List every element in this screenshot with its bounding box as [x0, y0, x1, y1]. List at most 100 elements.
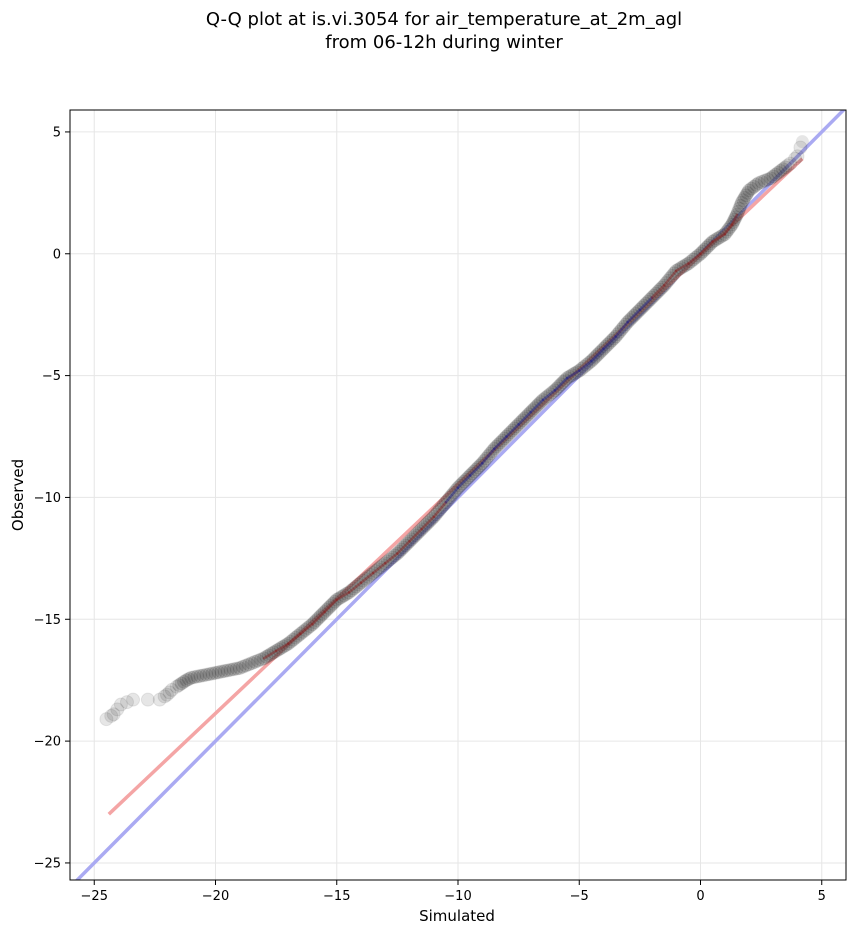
overlay-segment	[662, 269, 678, 287]
overlay-segment	[456, 474, 472, 489]
data-point	[106, 707, 121, 722]
data-point	[467, 464, 482, 479]
data-point	[152, 692, 167, 707]
data-point	[179, 673, 194, 688]
data-point	[184, 670, 199, 685]
data-point	[400, 536, 415, 551]
data-point	[339, 586, 354, 601]
data-point	[402, 534, 417, 549]
data-point	[220, 663, 235, 678]
data-point	[552, 379, 567, 394]
data-point	[187, 670, 202, 685]
data-point	[550, 381, 565, 396]
data-point	[505, 423, 520, 438]
data-point	[556, 375, 571, 390]
data-point	[205, 666, 220, 681]
overlay-segment	[359, 571, 375, 584]
data-point	[378, 556, 393, 571]
data-point	[434, 500, 449, 515]
data-point	[523, 405, 538, 420]
data-point	[501, 427, 516, 442]
data-point	[459, 472, 474, 487]
data-point	[507, 421, 522, 436]
data-point	[404, 532, 419, 547]
data-point	[99, 712, 114, 727]
data-point	[517, 411, 532, 426]
y-axis-label: Observed	[9, 459, 27, 531]
data-point	[202, 667, 217, 682]
data-point	[344, 583, 359, 598]
data-point	[396, 540, 411, 555]
data-point	[257, 651, 271, 666]
overlay-segment	[590, 347, 605, 363]
data-point	[733, 198, 748, 213]
data-point	[380, 554, 395, 569]
data-point	[651, 284, 666, 299]
data-point	[235, 659, 250, 674]
data-point	[351, 577, 366, 592]
data-point	[181, 671, 196, 686]
data-point	[749, 177, 764, 192]
data-point	[693, 246, 708, 261]
data-point	[286, 632, 301, 647]
overlay-segment	[565, 369, 581, 380]
center-overlay	[262, 213, 739, 660]
data-point	[628, 306, 643, 321]
data-point	[688, 250, 703, 265]
data-point	[438, 495, 453, 510]
data-point	[307, 615, 322, 630]
overlay-segment	[517, 410, 532, 426]
data-point	[334, 589, 349, 604]
overlay-segment	[541, 388, 557, 402]
data-point	[790, 149, 805, 164]
data-point	[712, 230, 727, 245]
data-point	[676, 259, 691, 274]
data-point	[370, 562, 385, 577]
data-point	[695, 244, 710, 259]
data-point	[618, 317, 633, 332]
data-point	[346, 581, 361, 596]
data-point	[645, 290, 659, 305]
data-point	[527, 401, 542, 416]
data-point	[162, 685, 177, 700]
data-point	[446, 485, 461, 500]
data-point	[509, 419, 524, 434]
data-point	[721, 222, 736, 237]
overlay-segment	[699, 240, 714, 256]
x-ticks: −25 −20 −15 −10 −5 0 5	[81, 880, 826, 904]
data-point	[463, 468, 478, 483]
overlay-segment	[299, 622, 314, 636]
data-point	[569, 365, 584, 380]
data-point	[410, 526, 425, 541]
data-point	[479, 451, 494, 466]
data-point	[432, 502, 447, 517]
data-point	[604, 333, 619, 348]
data-point	[757, 173, 772, 188]
data-point	[608, 329, 623, 344]
data-point	[444, 488, 459, 502]
data-point	[634, 300, 649, 315]
data-point	[491, 437, 506, 452]
data-point	[780, 158, 795, 173]
overlay-segment	[505, 423, 520, 438]
data-point	[226, 662, 241, 677]
data-point	[390, 546, 405, 561]
data-point	[742, 183, 756, 198]
data-point	[600, 337, 615, 352]
data-point	[461, 470, 476, 485]
data-point	[290, 628, 305, 643]
data-point	[647, 288, 662, 303]
data-point	[705, 234, 720, 249]
data-point	[416, 520, 431, 535]
data-point	[535, 392, 550, 407]
overlay-segment	[262, 649, 278, 660]
data-point	[659, 276, 674, 291]
data-point	[564, 368, 579, 383]
data-point	[773, 163, 788, 178]
data-point	[710, 231, 725, 246]
data-point	[110, 702, 125, 717]
data-point	[655, 280, 670, 295]
data-point	[751, 176, 766, 191]
data-point	[140, 692, 155, 707]
data-point	[264, 646, 279, 661]
